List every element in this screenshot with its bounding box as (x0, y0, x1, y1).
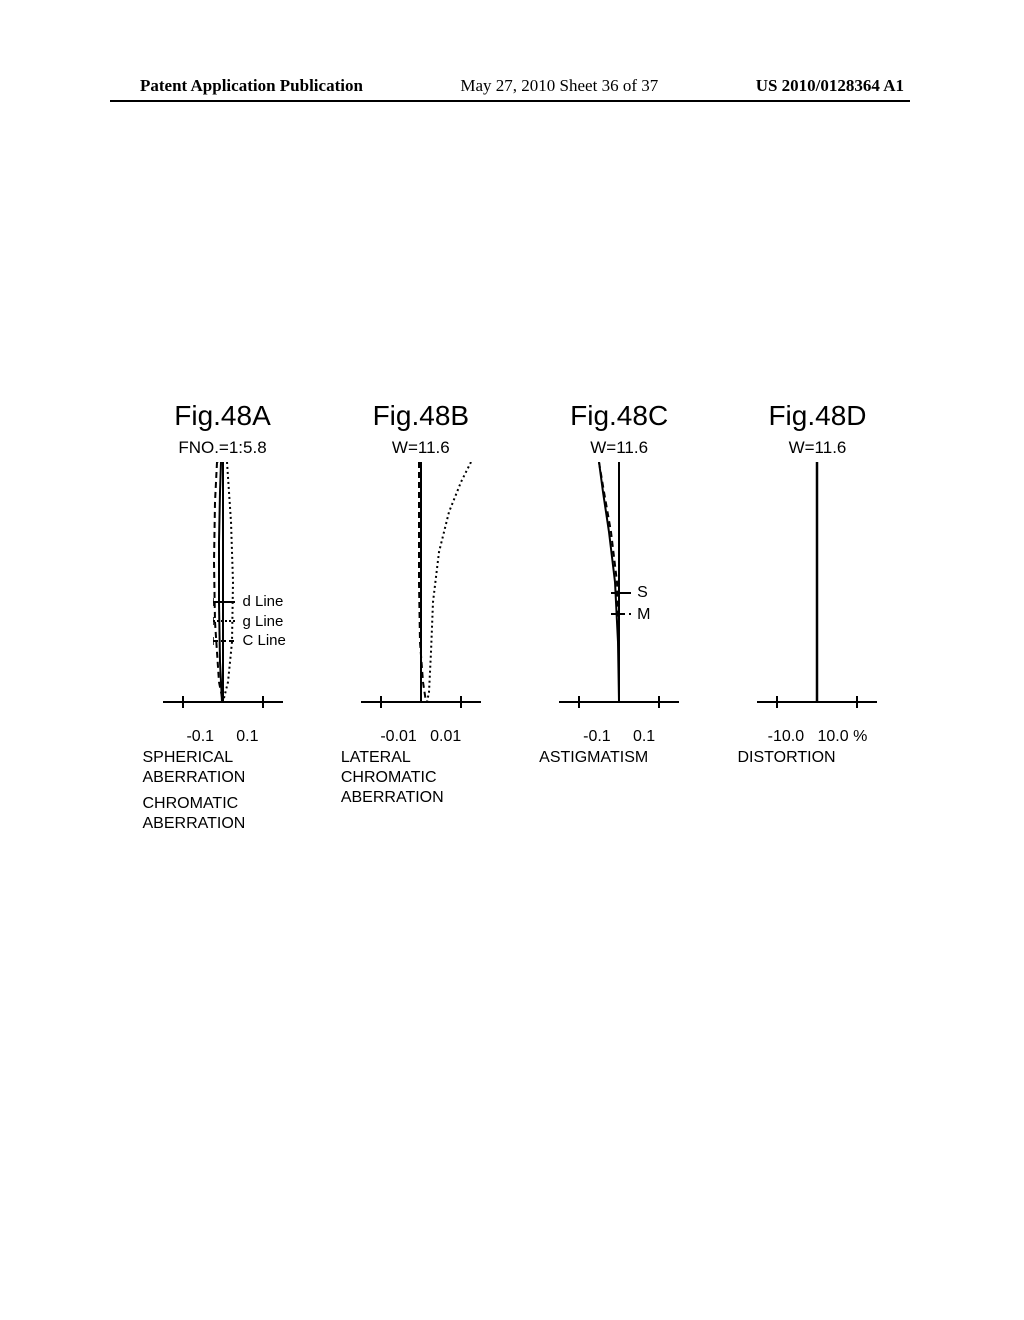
figure-d-title: Fig.48D (768, 400, 866, 432)
figure-a: Fig.48A FNO.=1:5.8 (130, 400, 315, 834)
figure-c-title: Fig.48C (570, 400, 668, 432)
figure-d-param: W=11.6 (789, 438, 847, 458)
xtick-right: 0.1 (633, 728, 655, 745)
figure-c: Fig.48C W=11.6 S (527, 400, 712, 834)
legend-row: C Line (213, 631, 286, 651)
figure-b-svg (341, 462, 501, 722)
legend-swatch-dashed (611, 608, 633, 620)
figure-a-caption2: CHROMATICABERRATION (143, 794, 303, 834)
xtick-left: -0.1 (583, 728, 611, 745)
page: Patent Application Publication May 27, 2… (0, 0, 1024, 1320)
figure-a-caption1: SPHERICALABERRATION (143, 748, 303, 788)
legend-row: M (611, 604, 650, 626)
xtick-right: 0.1 (236, 728, 258, 745)
header-left: Patent Application Publication (140, 76, 363, 96)
legend-swatch-dashed (213, 634, 241, 648)
legend-swatch-solid (213, 595, 241, 609)
legend-m-label: M (637, 604, 650, 626)
xtick-right: 0.01 (430, 728, 461, 745)
header-rule (110, 100, 910, 102)
figure-c-caption1: ASTIGMATISM (539, 748, 699, 768)
figure-a-legend: d Line g Line C Line (213, 592, 286, 651)
figure-a-xticks: -0.1 0.1 (186, 728, 258, 746)
xtick-left: -10.0 (768, 728, 804, 745)
figure-d-xticks: -10.0 10.0 % (768, 728, 868, 746)
figure-a-title: Fig.48A (174, 400, 271, 432)
legend-g-label: g Line (243, 612, 284, 632)
figure-b-title: Fig.48B (373, 400, 470, 432)
header-center: May 27, 2010 Sheet 36 of 37 (460, 76, 658, 96)
figure-b-caption1: LATERALCHROMATICABERRATION (341, 748, 501, 808)
figure-a-plot: d Line g Line C Line (143, 462, 303, 722)
legend-row: S (611, 582, 650, 604)
figure-d-caption1: DISTORTION (737, 748, 897, 768)
figure-b-plot (341, 462, 501, 722)
figure-b-xticks: -0.01 0.01 (380, 728, 461, 746)
figure-c-param: W=11.6 (590, 438, 648, 458)
figure-c-xticks: -0.1 0.1 (583, 728, 655, 746)
figure-b: Fig.48B W=11.6 -0.01 0.01 LATERALCHR (328, 400, 513, 834)
legend-c-label: C Line (243, 631, 286, 651)
page-header: Patent Application Publication May 27, 2… (0, 76, 1024, 96)
figure-d: Fig.48D W=11.6 -10.0 10.0 % DISTORTION (725, 400, 910, 834)
legend-row: g Line (213, 612, 286, 632)
legend-s-label: S (637, 582, 648, 604)
figure-b-param: W=11.6 (392, 438, 450, 458)
header-right: US 2010/0128364 A1 (756, 76, 904, 96)
legend-row: d Line (213, 592, 286, 612)
figure-c-plot: S M (539, 462, 699, 722)
figure-d-plot (737, 462, 897, 722)
legend-swatch-dotted (213, 614, 241, 628)
xtick-left: -0.01 (380, 728, 416, 745)
xtick-right: 10.0 % (817, 728, 867, 745)
xtick-left: -0.1 (186, 728, 214, 745)
figure-c-legend: S M (611, 582, 650, 625)
figures-row: Fig.48A FNO.=1:5.8 (130, 400, 910, 834)
legend-swatch-solid (611, 587, 633, 599)
legend-d-label: d Line (243, 592, 284, 612)
figure-d-svg (737, 462, 897, 722)
figure-a-param: FNO.=1:5.8 (178, 438, 266, 458)
